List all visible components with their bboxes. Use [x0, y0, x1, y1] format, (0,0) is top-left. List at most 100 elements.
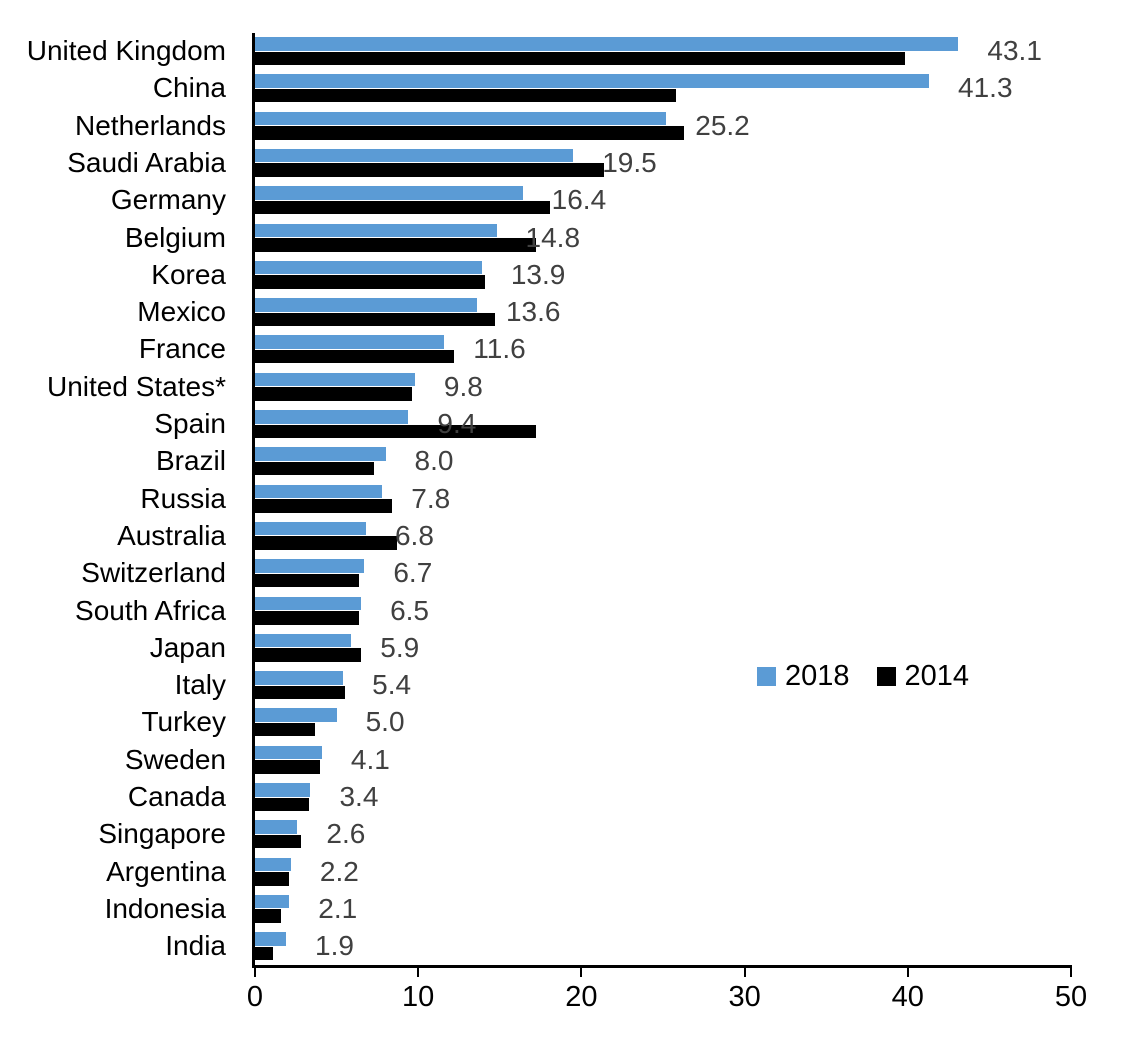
value-label: 9.8	[443, 370, 483, 402]
value-label: 5.4	[372, 669, 412, 701]
bar-2014	[255, 872, 290, 886]
value-label: 6.8	[394, 519, 434, 551]
bar-2014	[255, 722, 316, 737]
value-label: 5.0	[365, 706, 405, 738]
category-label: Saudi Arabia	[67, 146, 226, 178]
category-label: South Africa	[75, 594, 226, 626]
value-label: 25.2	[695, 109, 750, 141]
value-label: 6.7	[393, 557, 433, 589]
legend-swatch-2014	[876, 667, 896, 686]
category-label: Mexico	[137, 296, 226, 328]
legend-label-2018: 2018	[785, 660, 850, 692]
value-label: 16.4	[551, 184, 607, 216]
legend-label-2014: 2014	[904, 660, 970, 692]
bar-2014	[255, 461, 375, 476]
category-label: Sweden	[124, 743, 226, 775]
legend-item-2014: 2014	[876, 660, 970, 693]
value-label: 2.6	[326, 818, 366, 850]
bar-2018	[255, 671, 344, 685]
category-label: United Kingdom	[26, 35, 226, 66]
value-label: 4.1	[350, 743, 390, 775]
category-label: Argentina	[106, 855, 226, 887]
bar-2018	[255, 186, 523, 200]
y-axis-line	[252, 33, 255, 967]
bar-2018	[255, 447, 386, 461]
value-label: 13.9	[510, 258, 566, 290]
category-label: France	[138, 333, 226, 365]
bar-2014	[255, 424, 536, 438]
value-label: 14.8	[525, 221, 581, 253]
category-label: Switzerland	[81, 557, 226, 589]
bar-2014	[255, 685, 345, 700]
tick-label: 40	[891, 981, 924, 1013]
value-label: 41.3	[958, 72, 1013, 104]
category-label: Turkey	[141, 706, 226, 738]
legend-swatch-2018	[757, 667, 776, 686]
bar-2018	[255, 708, 337, 722]
category-label: Singapore	[98, 818, 226, 850]
value-label: 43.1	[987, 35, 1042, 66]
value-label: 2.2	[319, 855, 359, 887]
bar-2018	[255, 521, 366, 536]
value-label: 2.1	[318, 892, 358, 924]
category-label: Japan	[149, 631, 226, 663]
bar-2018	[255, 894, 290, 909]
axis-tick	[580, 966, 583, 977]
value-label: 19.5	[602, 146, 657, 178]
bar-2014	[255, 238, 536, 252]
value-label: 9.4	[437, 408, 477, 439]
bar-2014	[255, 760, 321, 774]
bar-2014	[255, 499, 393, 513]
category-label: Germany	[110, 184, 226, 216]
bar-2018	[255, 260, 482, 275]
bar-2018	[255, 335, 445, 349]
axis-tick	[1070, 966, 1072, 977]
axis-tick	[417, 966, 420, 977]
value-label: 11.6	[473, 333, 526, 365]
category-label: Belgium	[124, 221, 226, 253]
bar-2014	[255, 387, 412, 401]
bar-2014	[255, 648, 362, 662]
bar-2014	[255, 611, 360, 625]
category-label: Korea	[151, 258, 226, 290]
x-axis-line	[252, 965, 1072, 968]
legend-item-2018: 2018	[757, 660, 850, 693]
bar-2018	[255, 148, 574, 163]
bar-2018	[255, 372, 415, 387]
bar-2018	[255, 820, 298, 834]
value-label: 1.9	[315, 930, 354, 962]
bar-2018	[255, 111, 667, 126]
bar-2018	[255, 484, 383, 499]
bar-2014	[255, 88, 677, 103]
bar-2014	[255, 126, 685, 140]
bar-2014	[255, 312, 495, 327]
bar-2014	[255, 834, 301, 849]
category-label: Italy	[174, 669, 226, 701]
bar-2018	[255, 596, 362, 610]
axis-tick	[906, 966, 909, 977]
value-label: 8.0	[414, 445, 454, 477]
tick-label: 30	[728, 981, 761, 1013]
bar-2014	[255, 573, 360, 588]
bar-2018	[255, 74, 930, 88]
bar-2014	[255, 909, 282, 923]
bar-2018	[255, 37, 959, 51]
legend: 2018 2014	[757, 660, 969, 693]
axis-tick	[743, 966, 746, 977]
tick-label: 0	[246, 981, 264, 1013]
bar-2018	[255, 857, 291, 872]
category-label: India	[165, 930, 226, 962]
value-label: 7.8	[411, 482, 451, 514]
tick-label: 50	[1054, 981, 1088, 1013]
tick-label: 10	[402, 981, 435, 1013]
bar-2014	[255, 51, 905, 65]
value-label: 13.6	[505, 296, 561, 328]
category-label: Russia	[140, 482, 226, 514]
category-label: Indonesia	[104, 892, 226, 924]
category-label: Brazil	[155, 445, 226, 477]
bar-2018	[255, 783, 311, 797]
bar-2014	[255, 946, 273, 961]
bar-2018	[255, 223, 497, 237]
category-label: Netherlands	[75, 109, 226, 141]
